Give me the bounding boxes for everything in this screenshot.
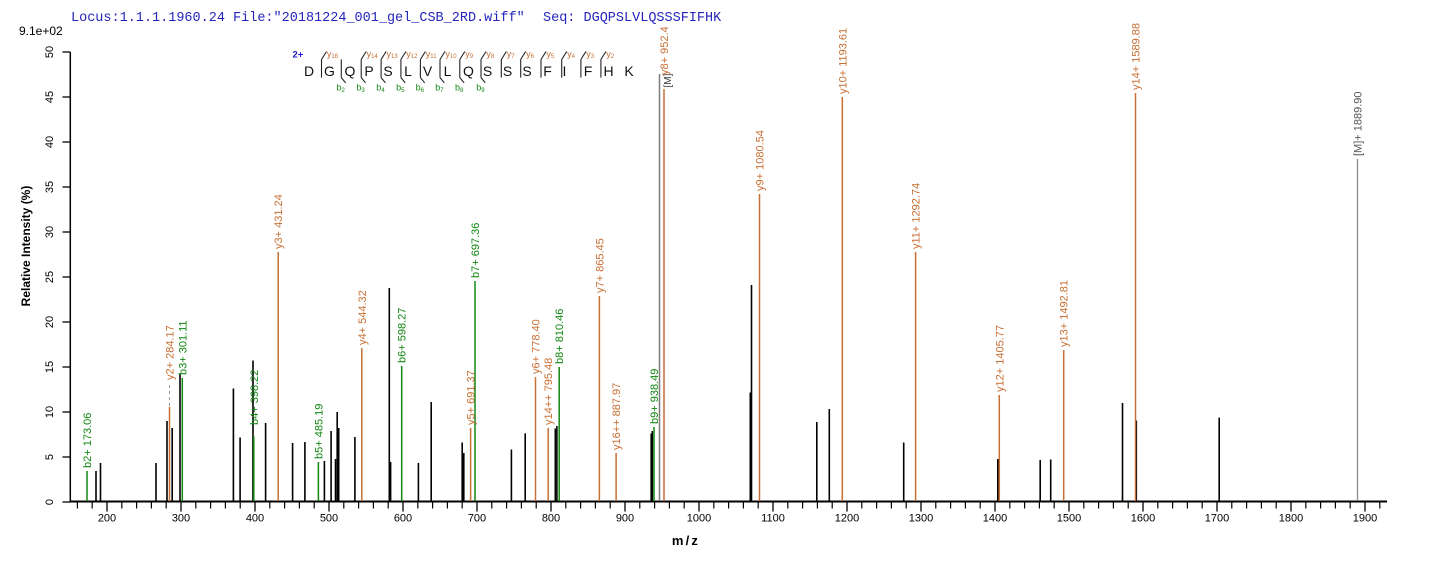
svg-text:y14: y14 [367,49,379,60]
svg-text:y12: y12 [406,49,418,60]
svg-text:P: P [364,63,373,79]
svg-text:y11+ 1292.74: y11+ 1292.74 [911,183,923,249]
svg-text:b9: b9 [476,83,485,94]
svg-text:F: F [584,63,593,79]
svg-text:y2+ 284.17: y2+ 284.17 [165,325,177,380]
svg-text:F: F [543,63,552,79]
svg-text:b2: b2 [337,83,346,94]
svg-text:S: S [522,63,531,79]
svg-text:y3+ 431.24: y3+ 431.24 [273,194,285,249]
svg-text:400: 400 [246,513,264,525]
svg-text:Q: Q [463,63,474,79]
svg-text:S: S [483,63,492,79]
svg-text:200: 200 [98,513,116,525]
svg-text:30: 30 [44,226,56,238]
svg-text:50: 50 [44,46,56,58]
svg-text:1300: 1300 [909,513,933,525]
svg-text:y16++ 887.97: y16++ 887.97 [611,383,623,450]
svg-text:Seq: DGQPSLVLQSSSFIFHK: Seq: DGQPSLVLQSSSFIFHK [543,11,722,26]
svg-text:S: S [383,63,392,79]
svg-text:Relative Intensity (%): Relative Intensity (%) [19,186,33,307]
svg-text:G: G [324,63,335,79]
svg-text:y9+ 1080.54: y9+ 1080.54 [755,130,767,191]
svg-text:800: 800 [542,513,560,525]
svg-text:b5+ 485.19: b5+ 485.19 [313,404,325,459]
svg-text:K: K [624,63,634,79]
svg-text:y14++ 795.48: y14++ 795.48 [543,358,555,425]
svg-text:y14+ 1589.88: y14+ 1589.88 [1131,23,1143,90]
svg-text:900: 900 [616,513,634,525]
svg-text:y8+ 952.4: y8+ 952.4 [659,26,671,75]
svg-text:L: L [404,63,412,79]
svg-text:9.1e+02: 9.1e+02 [19,24,63,38]
svg-text:500: 500 [320,513,338,525]
svg-text:15: 15 [44,361,56,373]
svg-text:25: 25 [44,271,56,283]
svg-text:1200: 1200 [835,513,859,525]
svg-text:b2+ 173.06: b2+ 173.06 [82,413,94,468]
svg-text:b4: b4 [376,83,385,94]
svg-text:m/z: m/z [672,533,700,548]
svg-text:I: I [563,63,567,79]
svg-text:1400: 1400 [983,513,1007,525]
svg-text:b8: b8 [455,83,464,94]
svg-text:b5: b5 [396,83,405,94]
svg-text:y7+ 865.45: y7+ 865.45 [594,238,606,293]
svg-text:b6: b6 [416,83,425,94]
svg-text:y7: y7 [507,49,516,60]
svg-text:300: 300 [172,513,190,525]
svg-text:b8+ 810.46: b8+ 810.46 [554,309,566,364]
svg-text:y4: y4 [567,49,576,60]
svg-text:S: S [503,63,512,79]
svg-text:0: 0 [44,499,56,505]
svg-text:1700: 1700 [1205,513,1229,525]
svg-text:5: 5 [44,454,56,460]
svg-text:45: 45 [44,91,56,103]
svg-text:40: 40 [44,136,56,148]
svg-text:b7+ 697.36: b7+ 697.36 [470,223,482,278]
svg-text:b9+ 938.49: b9+ 938.49 [649,369,661,424]
svg-text:H: H [603,63,613,79]
svg-text:1600: 1600 [1131,513,1155,525]
svg-text:b4+ 398.22: b4+ 398.22 [249,370,261,425]
svg-text:y10: y10 [445,49,457,60]
svg-text:y4+ 544.32: y4+ 544.32 [357,290,369,345]
svg-text:D: D [304,63,314,79]
svg-text:y13+ 1492.81: y13+ 1492.81 [1059,280,1071,347]
svg-text:y9: y9 [465,49,474,60]
svg-text:y11: y11 [426,49,437,60]
svg-text:1100: 1100 [761,513,785,525]
svg-text:b3: b3 [356,83,365,94]
svg-text:b3+ 301.11: b3+ 301.11 [177,320,189,375]
svg-text:y13: y13 [387,49,399,60]
svg-text:y2: y2 [606,49,615,60]
svg-text:V: V [423,63,433,79]
svg-text:20: 20 [44,316,56,328]
svg-text:1900: 1900 [1353,513,1377,525]
svg-text:35: 35 [44,181,56,193]
svg-text:Locus:1.1.1.1960.24 File:"2018: Locus:1.1.1.1960.24 File:"20181224_001_g… [71,11,525,26]
svg-text:L: L [444,63,452,79]
svg-text:Q: Q [345,63,356,79]
svg-text:y10+ 1193.61: y10+ 1193.61 [837,28,849,94]
svg-text:y16: y16 [327,49,339,60]
svg-text:y3: y3 [586,49,595,60]
svg-text:y12+ 1405.77: y12+ 1405.77 [994,325,1006,392]
svg-text:600: 600 [394,513,412,525]
svg-text:2+: 2+ [293,50,304,61]
svg-text:y6: y6 [526,49,535,60]
svg-text:y6+ 778.40: y6+ 778.40 [531,319,543,374]
svg-text:1500: 1500 [1057,513,1081,525]
svg-text:1000: 1000 [687,513,711,525]
svg-text:y5+ 691.37: y5+ 691.37 [466,370,478,425]
svg-text:1800: 1800 [1279,513,1303,525]
svg-text:10: 10 [44,406,56,418]
svg-text:[M]+ 1889.90: [M]+ 1889.90 [1353,91,1365,156]
svg-text:b6+ 598.27: b6+ 598.27 [397,308,409,363]
svg-text:[M]: [M] [663,73,674,87]
svg-text:y8: y8 [486,49,495,60]
svg-text:b7: b7 [435,83,444,94]
svg-text:y5: y5 [546,49,555,60]
svg-text:700: 700 [468,513,486,525]
